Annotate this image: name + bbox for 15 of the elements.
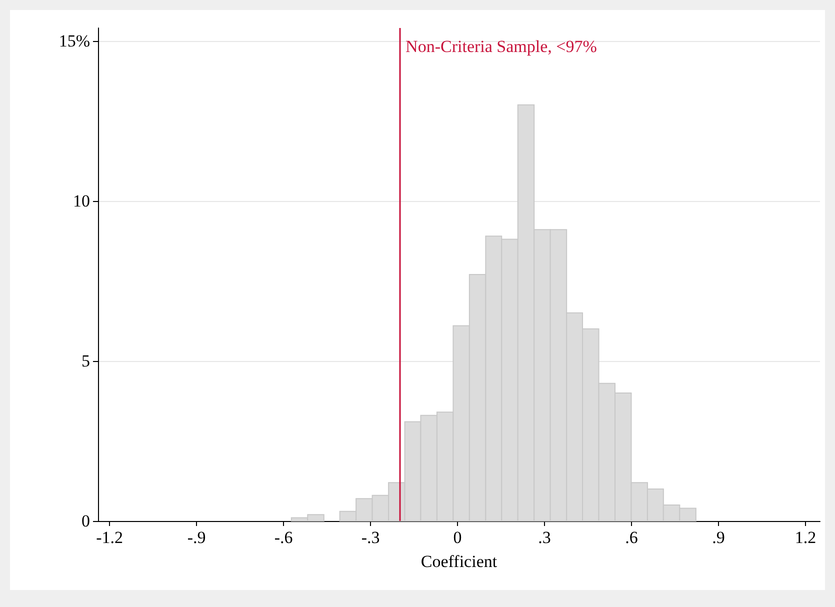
x-tick-label: .6 (625, 528, 638, 547)
x-tick-label: -.6 (274, 528, 293, 547)
x-tick-label: .3 (538, 528, 551, 547)
x-tick-label: -.9 (187, 528, 206, 547)
y-tick-label: 5 (82, 351, 90, 370)
y-tick-label: 0 (82, 512, 90, 530)
y-tick-label: 15% (58, 31, 90, 50)
x-tick-label: 1.2 (794, 528, 816, 547)
x-tick-label: 0 (453, 528, 462, 547)
y-tick-label: 10 (73, 191, 90, 210)
x-tick-label: -.3 (361, 528, 380, 547)
x-tick-label: .9 (712, 528, 725, 547)
x-axis-title: Coefficient (420, 552, 498, 571)
ref-line-label: Non-Criteria Sample, <97% (406, 37, 597, 56)
x-tick-label: -1.2 (96, 528, 124, 547)
